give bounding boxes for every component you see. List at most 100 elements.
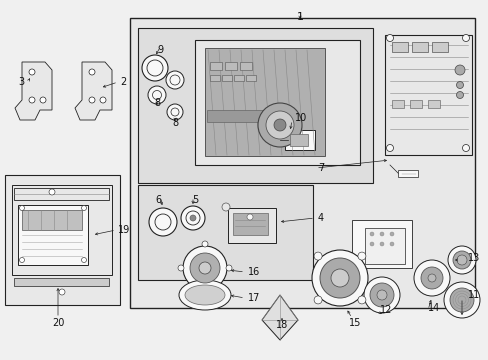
Text: 9: 9 [157,45,163,55]
Text: 3: 3 [18,77,24,87]
Bar [14,278,109,286]
Circle shape [462,144,468,152]
Bar [240,62,251,70]
Circle shape [246,214,252,220]
Circle shape [456,255,466,265]
Circle shape [40,97,46,103]
Circle shape [149,208,177,236]
Circle shape [202,289,207,295]
Ellipse shape [184,285,224,305]
Circle shape [413,260,449,296]
Bar [351,220,411,268]
Circle shape [142,55,168,81]
Circle shape [148,86,165,104]
Circle shape [167,104,183,120]
Text: 4: 4 [317,213,324,223]
Circle shape [29,69,35,75]
Circle shape [363,277,399,313]
Bar [285,130,314,150]
Circle shape [369,232,373,236]
Bar [384,35,471,155]
Circle shape [386,35,393,41]
Circle shape [357,252,365,260]
Circle shape [89,69,95,75]
Bar [409,100,421,108]
Circle shape [454,65,464,75]
Circle shape [225,265,231,271]
Text: 20: 20 [52,318,64,328]
Ellipse shape [452,251,470,269]
Text: 1: 1 [296,12,303,22]
Circle shape [456,91,463,99]
Circle shape [379,242,383,246]
Bar [138,28,372,183]
Circle shape [202,241,207,247]
Text: 19: 19 [118,225,130,235]
Circle shape [49,189,55,195]
Circle shape [357,296,365,304]
Circle shape [185,211,200,225]
Ellipse shape [447,246,475,274]
Bar [234,75,244,81]
Circle shape [389,242,393,246]
Text: 15: 15 [348,318,361,328]
Circle shape [273,119,285,131]
Bar [195,40,359,165]
Text: 8: 8 [154,98,160,108]
Bar [245,75,256,81]
Circle shape [100,97,106,103]
Bar [289,134,307,146]
Circle shape [81,206,86,211]
Circle shape [165,71,183,89]
Circle shape [462,35,468,41]
Bar [5,175,120,305]
Text: 8: 8 [172,118,178,128]
Text: 7: 7 [317,163,324,173]
Bar [22,210,82,230]
Circle shape [386,144,393,152]
Bar [206,110,291,122]
Bar [427,100,439,108]
Circle shape [170,75,180,85]
Bar [209,62,222,70]
Circle shape [376,290,386,300]
Text: 10: 10 [294,113,306,123]
Bar [232,213,267,235]
Circle shape [443,282,479,318]
Circle shape [20,206,24,211]
Polygon shape [15,62,52,120]
Circle shape [183,246,226,290]
Circle shape [258,103,302,147]
Circle shape [222,203,229,211]
Bar [204,48,325,156]
Bar [209,75,220,81]
Text: 14: 14 [427,303,439,313]
Bar [391,42,407,52]
Circle shape [171,108,179,116]
Text: 12: 12 [379,305,391,315]
Text: 6: 6 [155,195,161,205]
Bar [411,42,427,52]
Bar [224,62,237,70]
Circle shape [59,289,65,295]
Polygon shape [75,62,112,120]
Circle shape [190,215,196,221]
Circle shape [420,267,442,289]
Circle shape [29,97,35,103]
Bar [397,170,417,177]
Circle shape [330,269,348,287]
Circle shape [178,265,183,271]
Circle shape [89,97,95,103]
Bar [138,185,312,280]
Circle shape [319,258,359,298]
Text: 5: 5 [191,195,198,205]
Bar [222,75,231,81]
Circle shape [199,262,210,274]
Ellipse shape [179,280,230,310]
Circle shape [81,257,86,262]
Text: 11: 11 [467,290,479,300]
Bar [130,18,474,308]
Circle shape [313,252,322,260]
Polygon shape [262,295,297,340]
Circle shape [147,60,163,76]
